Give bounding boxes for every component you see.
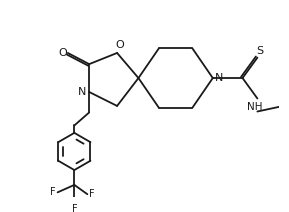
- Text: F: F: [72, 204, 77, 212]
- Text: N: N: [77, 87, 86, 97]
- Text: O: O: [116, 40, 124, 50]
- Text: N: N: [215, 73, 223, 83]
- Text: S: S: [257, 46, 264, 56]
- Text: F: F: [50, 187, 56, 197]
- Text: F: F: [89, 189, 95, 199]
- Text: NH: NH: [247, 102, 262, 112]
- Text: O: O: [59, 48, 68, 58]
